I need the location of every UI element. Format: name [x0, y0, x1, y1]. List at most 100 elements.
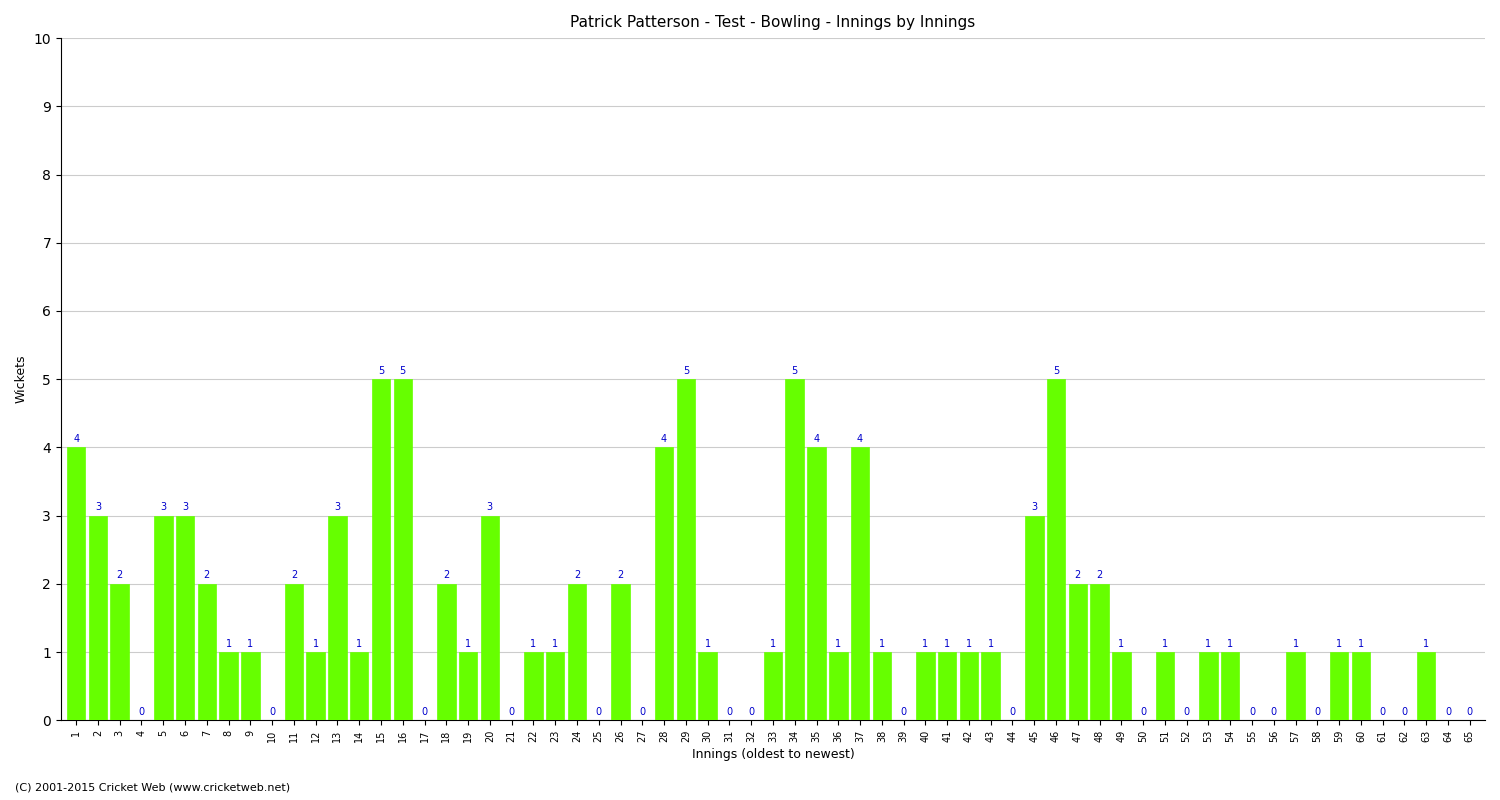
Bar — [1090, 584, 1108, 720]
Bar — [176, 515, 195, 720]
Text: 0: 0 — [1184, 707, 1190, 717]
Text: 0: 0 — [268, 707, 274, 717]
X-axis label: Innings (oldest to newest): Innings (oldest to newest) — [692, 748, 855, 761]
Bar — [676, 379, 694, 720]
Bar — [88, 515, 106, 720]
Text: 0: 0 — [596, 707, 602, 717]
Bar — [1112, 652, 1131, 720]
Text: 1: 1 — [225, 638, 231, 649]
Text: 5: 5 — [1053, 366, 1059, 376]
Text: 4: 4 — [813, 434, 819, 444]
Text: 2: 2 — [618, 570, 624, 580]
Bar — [1287, 652, 1305, 720]
Text: 0: 0 — [1467, 707, 1473, 717]
Bar — [1330, 652, 1348, 720]
Text: 2: 2 — [117, 570, 123, 580]
Bar — [350, 652, 369, 720]
Text: 2: 2 — [1096, 570, 1102, 580]
Text: 0: 0 — [1380, 707, 1386, 717]
Text: 0: 0 — [138, 707, 144, 717]
Text: 1: 1 — [1424, 638, 1430, 649]
Text: 3: 3 — [182, 502, 188, 512]
Bar — [764, 652, 782, 720]
Text: 1: 1 — [1162, 638, 1168, 649]
Text: 0: 0 — [1401, 707, 1407, 717]
Bar — [1221, 652, 1239, 720]
Bar — [306, 652, 326, 720]
Text: 2: 2 — [574, 570, 580, 580]
Text: 5: 5 — [792, 366, 798, 376]
Text: 4: 4 — [662, 434, 668, 444]
Text: 1: 1 — [1119, 638, 1125, 649]
Bar — [1418, 652, 1436, 720]
Bar — [873, 652, 891, 720]
Bar — [612, 584, 630, 720]
Text: 5: 5 — [682, 366, 688, 376]
Bar — [1352, 652, 1370, 720]
Bar — [567, 584, 586, 720]
Text: 1: 1 — [248, 638, 254, 649]
Bar — [480, 515, 500, 720]
Text: 1: 1 — [770, 638, 776, 649]
Text: 4: 4 — [856, 434, 862, 444]
Text: 0: 0 — [748, 707, 754, 717]
Bar — [850, 447, 870, 720]
Bar — [372, 379, 390, 720]
Text: 0: 0 — [1010, 707, 1016, 717]
Text: 1: 1 — [531, 638, 537, 649]
Text: 3: 3 — [488, 502, 494, 512]
Text: 0: 0 — [422, 707, 428, 717]
Bar — [111, 584, 129, 720]
Text: 3: 3 — [94, 502, 100, 512]
Bar — [546, 652, 564, 720]
Text: 4: 4 — [74, 434, 80, 444]
Bar — [656, 447, 674, 720]
Text: 1: 1 — [312, 638, 318, 649]
Bar — [786, 379, 804, 720]
Text: 1: 1 — [987, 638, 994, 649]
Text: 1: 1 — [1336, 638, 1342, 649]
Text: 0: 0 — [1140, 707, 1146, 717]
Text: 0: 0 — [1270, 707, 1276, 717]
Bar — [830, 652, 848, 720]
Text: 0: 0 — [1444, 707, 1450, 717]
Text: 0: 0 — [1314, 707, 1320, 717]
Text: 0: 0 — [509, 707, 515, 717]
Bar — [916, 652, 934, 720]
Title: Patrick Patterson - Test - Bowling - Innings by Innings: Patrick Patterson - Test - Bowling - Inn… — [570, 15, 975, 30]
Text: 0: 0 — [900, 707, 906, 717]
Bar — [1068, 584, 1088, 720]
Bar — [68, 447, 86, 720]
Text: 0: 0 — [1250, 707, 1256, 717]
Text: 1: 1 — [879, 638, 885, 649]
Text: 1: 1 — [836, 638, 842, 649]
Bar — [807, 447, 826, 720]
Text: 0: 0 — [726, 707, 732, 717]
Bar — [1155, 652, 1174, 720]
Text: 1: 1 — [966, 638, 972, 649]
Text: 2: 2 — [1074, 570, 1082, 580]
Text: 3: 3 — [334, 502, 340, 512]
Bar — [285, 584, 303, 720]
Bar — [328, 515, 346, 720]
Text: 2: 2 — [204, 570, 210, 580]
Bar — [198, 584, 216, 720]
Bar — [524, 652, 543, 720]
Y-axis label: Wickets: Wickets — [15, 355, 28, 403]
Bar — [459, 652, 477, 720]
Bar — [1024, 515, 1044, 720]
Text: 1: 1 — [944, 638, 950, 649]
Text: 1: 1 — [1206, 638, 1212, 649]
Bar — [938, 652, 957, 720]
Text: 1: 1 — [552, 638, 558, 649]
Text: 1: 1 — [1358, 638, 1364, 649]
Text: 1: 1 — [922, 638, 928, 649]
Text: (C) 2001-2015 Cricket Web (www.cricketweb.net): (C) 2001-2015 Cricket Web (www.cricketwe… — [15, 782, 290, 792]
Text: 3: 3 — [160, 502, 166, 512]
Bar — [393, 379, 412, 720]
Text: 5: 5 — [399, 366, 406, 376]
Bar — [960, 652, 978, 720]
Text: 1: 1 — [356, 638, 363, 649]
Text: 1: 1 — [465, 638, 471, 649]
Text: 1: 1 — [1293, 638, 1299, 649]
